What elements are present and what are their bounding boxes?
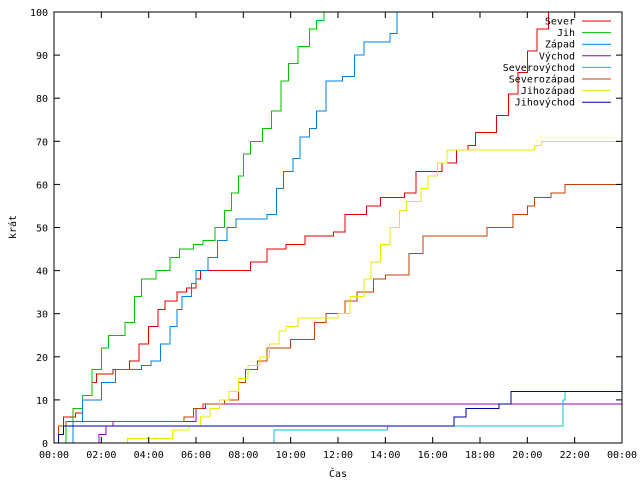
legend-item: Západ xyxy=(545,39,611,51)
x-tick-label: 20:00 xyxy=(512,450,542,461)
x-tick-label: 02:00 xyxy=(86,450,116,461)
series-line-7 xyxy=(54,390,622,444)
series-lines xyxy=(54,11,622,444)
legend-item: Severovýchod xyxy=(503,62,611,74)
legend-item: Východ xyxy=(539,50,611,62)
y-tick-label: 30 xyxy=(36,310,48,321)
legend-item: Severozápad xyxy=(509,74,611,86)
y-tick-label: 20 xyxy=(36,353,48,364)
y-tick-label: 0 xyxy=(42,439,48,450)
tick-labels: 00:00 02:00 04:00 06:00 08:00 10:00 12:00 14:00… xyxy=(30,8,637,461)
x-tick-label: 06:00 xyxy=(181,450,211,461)
series-line-0 xyxy=(54,11,622,444)
y-tick-label: 50 xyxy=(36,224,48,235)
x-tick-label: 22:00 xyxy=(560,450,590,461)
legend-label: Severovýchod xyxy=(503,62,575,74)
legend-label: Jihovýchod xyxy=(515,97,575,109)
y-tick-label: 90 xyxy=(36,51,48,62)
y-tick-label: 100 xyxy=(30,8,48,19)
legend-item: Jihovýchod xyxy=(515,97,611,109)
legend: SeverJihZápadVýchodSeverovýchodSeverozáp… xyxy=(503,17,611,109)
y-axis-title: krát xyxy=(7,215,19,239)
x-tick-label: 00:00 xyxy=(39,450,69,461)
legend-item: Sever xyxy=(545,17,611,28)
legend-label: Severozápad xyxy=(509,74,575,86)
legend-label: Jihozápad xyxy=(521,85,575,97)
plot-frame xyxy=(53,11,623,444)
series-line-2 xyxy=(54,11,622,444)
legend-label: Západ xyxy=(545,39,575,51)
x-tick-label: 00:00 xyxy=(607,450,637,461)
x-axis-title: Čas xyxy=(329,467,347,480)
legend-label: Sever xyxy=(545,17,575,28)
legend-label: Východ xyxy=(539,50,575,62)
y-tick-label: 10 xyxy=(36,396,48,407)
x-tick-label: 14:00 xyxy=(370,450,400,461)
legend-label: Jih xyxy=(557,28,575,39)
series-line-6 xyxy=(54,140,622,444)
y-tick-label: 80 xyxy=(36,94,48,105)
y-tick-label: 70 xyxy=(36,137,48,148)
x-tick-label: 08:00 xyxy=(228,450,258,461)
y-tick-label: 40 xyxy=(36,267,48,278)
x-tick-label: 16:00 xyxy=(418,450,448,461)
series-line-4 xyxy=(54,390,622,444)
series-line-1 xyxy=(54,11,622,444)
x-tick-label: 18:00 xyxy=(465,450,495,461)
legend-item: Jihozápad xyxy=(521,85,611,97)
x-tick-label: 12:00 xyxy=(323,450,353,461)
y-tick-label: 60 xyxy=(36,180,48,191)
x-tick-label: 04:00 xyxy=(134,450,164,461)
x-tick-label: 10:00 xyxy=(276,450,306,461)
legend-item: Jih xyxy=(557,28,611,39)
